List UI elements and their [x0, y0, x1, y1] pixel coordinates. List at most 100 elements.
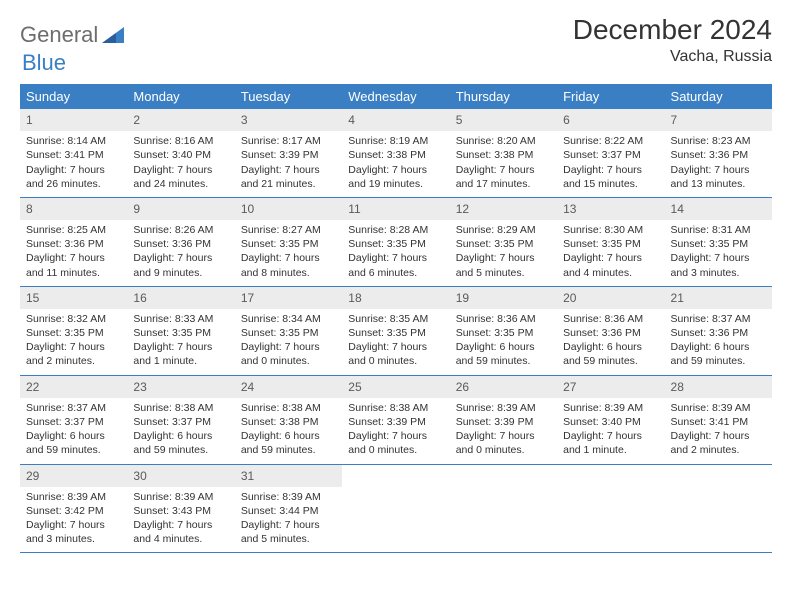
day-number: 21	[665, 287, 772, 309]
day-number: 15	[20, 287, 127, 309]
sunrise-text: Sunrise: 8:38 AM	[133, 401, 228, 415]
day-body: Sunrise: 8:39 AMSunset: 3:41 PMDaylight:…	[665, 398, 772, 464]
day-number: 8	[20, 198, 127, 220]
day-body: Sunrise: 8:39 AMSunset: 3:43 PMDaylight:…	[127, 487, 234, 553]
logo: General	[20, 14, 124, 48]
day-number: 6	[557, 109, 664, 131]
day-number: 24	[235, 376, 342, 398]
day-body: Sunrise: 8:39 AMSunset: 3:39 PMDaylight:…	[450, 398, 557, 464]
daylight-text: Daylight: 7 hours and 2 minutes.	[26, 340, 121, 368]
weekday-header: Sunday	[20, 84, 127, 109]
sunrise-text: Sunrise: 8:32 AM	[26, 312, 121, 326]
day-number: 25	[342, 376, 449, 398]
calendar-day: 27Sunrise: 8:39 AMSunset: 3:40 PMDayligh…	[557, 376, 664, 464]
calendar: Sunday Monday Tuesday Wednesday Thursday…	[20, 84, 772, 553]
sunrise-text: Sunrise: 8:37 AM	[26, 401, 121, 415]
day-number: 9	[127, 198, 234, 220]
sunrise-text: Sunrise: 8:27 AM	[241, 223, 336, 237]
day-body: Sunrise: 8:37 AMSunset: 3:37 PMDaylight:…	[20, 398, 127, 464]
weekday-header: Friday	[557, 84, 664, 109]
daylight-text: Daylight: 7 hours and 13 minutes.	[671, 163, 766, 191]
calendar-day: 2Sunrise: 8:16 AMSunset: 3:40 PMDaylight…	[127, 109, 234, 197]
day-body: Sunrise: 8:38 AMSunset: 3:39 PMDaylight:…	[342, 398, 449, 464]
sunset-text: Sunset: 3:44 PM	[241, 504, 336, 518]
calendar-day: 15 Sunrise: 8:32 AMSunset: 3:35 PMDayligh…	[20, 287, 127, 375]
calendar-week: 1Sunrise: 8:14 AMSunset: 3:41 PMDaylight…	[20, 109, 772, 198]
calendar-day: 4Sunrise: 8:19 AMSunset: 3:38 PMDaylight…	[342, 109, 449, 197]
day-body: Sunrise: 8:34 AMSunset: 3:35 PMDaylight:…	[235, 309, 342, 375]
daylight-text: Daylight: 6 hours and 59 minutes.	[456, 340, 551, 368]
calendar-day: 14Sunrise: 8:31 AMSunset: 3:35 PMDayligh…	[665, 198, 772, 286]
sunrise-text: Sunrise: 8:17 AM	[241, 134, 336, 148]
sunrise-text: Sunrise: 8:34 AM	[241, 312, 336, 326]
sunset-text: Sunset: 3:36 PM	[563, 326, 658, 340]
calendar-day: 24Sunrise: 8:38 AMSunset: 3:38 PMDayligh…	[235, 376, 342, 464]
daylight-text: Daylight: 7 hours and 3 minutes.	[26, 518, 121, 546]
calendar-day: 17Sunrise: 8:34 AMSunset: 3:35 PMDayligh…	[235, 287, 342, 375]
day-body: Sunrise: 8:26 AMSunset: 3:36 PMDaylight:…	[127, 220, 234, 286]
calendar-day: 29Sunrise: 8:39 AMSunset: 3:42 PMDayligh…	[20, 465, 127, 553]
sunset-text: Sunset: 3:38 PM	[348, 148, 443, 162]
sunset-text: Sunset: 3:41 PM	[26, 148, 121, 162]
sunrise-text: Sunrise: 8:36 AM	[456, 312, 551, 326]
sunset-text: Sunset: 3:39 PM	[241, 148, 336, 162]
daylight-text: Daylight: 7 hours and 1 minute.	[133, 340, 228, 368]
sunset-text: Sunset: 3:37 PM	[26, 415, 121, 429]
page-title: December 2024	[573, 14, 772, 46]
sunset-text: Sunset: 3:35 PM	[26, 326, 121, 340]
calendar-day: 0	[450, 465, 557, 553]
calendar-day: 8Sunrise: 8:25 AMSunset: 3:36 PMDaylight…	[20, 198, 127, 286]
sunset-text: Sunset: 3:42 PM	[26, 504, 121, 518]
sunset-text: Sunset: 3:39 PM	[456, 415, 551, 429]
calendar-day: 28Sunrise: 8:39 AMSunset: 3:41 PMDayligh…	[665, 376, 772, 464]
daylight-text: Daylight: 6 hours and 59 minutes.	[241, 429, 336, 457]
sunset-text: Sunset: 3:36 PM	[671, 326, 766, 340]
daylight-text: Daylight: 7 hours and 11 minutes.	[26, 251, 121, 279]
day-number: 17	[235, 287, 342, 309]
daylight-text: Daylight: 7 hours and 4 minutes.	[133, 518, 228, 546]
sunrise-text: Sunrise: 8:39 AM	[563, 401, 658, 415]
day-number: 3	[235, 109, 342, 131]
day-body: Sunrise: 8:20 AMSunset: 3:38 PMDaylight:…	[450, 131, 557, 197]
sunrise-text: Sunrise: 8:19 AM	[348, 134, 443, 148]
sunset-text: Sunset: 3:41 PM	[671, 415, 766, 429]
day-body: Sunrise: 8:39 AMSunset: 3:40 PMDaylight:…	[557, 398, 664, 464]
day-body: Sunrise: 8:23 AMSunset: 3:36 PMDaylight:…	[665, 131, 772, 197]
sunrise-text: Sunrise: 8:16 AM	[133, 134, 228, 148]
sunset-text: Sunset: 3:40 PM	[563, 415, 658, 429]
sunrise-text: Sunrise: 8:31 AM	[671, 223, 766, 237]
sunrise-text: Sunrise: 8:30 AM	[563, 223, 658, 237]
page-subtitle: Vacha, Russia	[573, 48, 772, 66]
day-body: Sunrise: 8:27 AMSunset: 3:35 PMDaylight:…	[235, 220, 342, 286]
sunset-text: Sunset: 3:35 PM	[456, 326, 551, 340]
daylight-text: Daylight: 7 hours and 0 minutes.	[348, 340, 443, 368]
daylight-text: Daylight: 7 hours and 8 minutes.	[241, 251, 336, 279]
day-body: Sunrise: 8:16 AMSunset: 3:40 PMDaylight:…	[127, 131, 234, 197]
day-number: 5	[450, 109, 557, 131]
sunset-text: Sunset: 3:35 PM	[241, 326, 336, 340]
calendar-day: 30Sunrise: 8:39 AMSunset: 3:43 PMDayligh…	[127, 465, 234, 553]
calendar-day: 11Sunrise: 8:28 AMSunset: 3:35 PMDayligh…	[342, 198, 449, 286]
calendar-day: 5Sunrise: 8:20 AMSunset: 3:38 PMDaylight…	[450, 109, 557, 197]
weekday-header: Wednesday	[342, 84, 449, 109]
day-body: Sunrise: 8:36 AMSunset: 3:35 PMDaylight:…	[450, 309, 557, 375]
daylight-text: Daylight: 7 hours and 9 minutes.	[133, 251, 228, 279]
daylight-text: Daylight: 7 hours and 26 minutes.	[26, 163, 121, 191]
sunrise-text: Sunrise: 8:38 AM	[348, 401, 443, 415]
sunrise-text: Sunrise: 8:39 AM	[241, 490, 336, 504]
sunrise-text: Sunrise: 8:37 AM	[671, 312, 766, 326]
day-number: 18	[342, 287, 449, 309]
sunrise-text: Sunrise: 8:25 AM	[26, 223, 121, 237]
sunset-text: Sunset: 3:39 PM	[348, 415, 443, 429]
day-number: 13	[557, 198, 664, 220]
sunrise-text: Sunrise: 8:36 AM	[563, 312, 658, 326]
sunrise-text: Sunrise: 8:26 AM	[133, 223, 228, 237]
sunset-text: Sunset: 3:35 PM	[456, 237, 551, 251]
day-number: 27	[557, 376, 664, 398]
day-number: 26	[450, 376, 557, 398]
calendar-day: 9Sunrise: 8:26 AMSunset: 3:36 PMDaylight…	[127, 198, 234, 286]
daylight-text: Daylight: 7 hours and 0 minutes.	[241, 340, 336, 368]
day-number: 1	[20, 109, 127, 131]
sunrise-text: Sunrise: 8:14 AM	[26, 134, 121, 148]
calendar-day: 3Sunrise: 8:17 AMSunset: 3:39 PMDaylight…	[235, 109, 342, 197]
